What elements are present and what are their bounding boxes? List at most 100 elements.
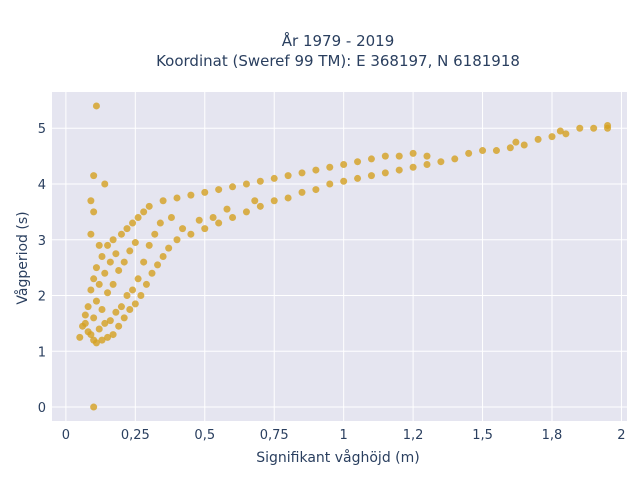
data-point xyxy=(151,230,159,238)
data-point xyxy=(284,194,292,202)
data-point xyxy=(106,317,114,325)
data-point xyxy=(242,208,250,216)
data-point xyxy=(98,305,106,313)
data-point xyxy=(251,197,259,205)
data-point xyxy=(137,292,145,300)
data-point xyxy=(84,303,92,311)
data-point xyxy=(76,333,84,341)
data-point xyxy=(140,258,148,266)
data-point xyxy=(104,289,112,297)
y-tick-label: 4 xyxy=(38,178,46,193)
data-point xyxy=(95,325,103,333)
x-tick-label: 1,5 xyxy=(472,428,493,443)
data-point xyxy=(534,135,542,143)
data-point xyxy=(326,163,334,171)
data-point xyxy=(312,166,320,174)
data-point xyxy=(134,275,142,283)
data-point xyxy=(106,258,114,266)
data-point xyxy=(101,269,109,277)
data-point xyxy=(95,241,103,249)
data-point xyxy=(90,208,98,216)
data-point xyxy=(92,264,100,272)
data-point xyxy=(423,152,431,160)
data-point xyxy=(229,213,237,221)
x-tick-label: 1,2 xyxy=(403,428,424,443)
data-point xyxy=(367,155,375,163)
data-point xyxy=(201,225,209,233)
data-point xyxy=(423,160,431,168)
data-point xyxy=(201,188,209,196)
data-point xyxy=(395,152,403,160)
data-point xyxy=(126,305,134,313)
data-point xyxy=(101,180,109,188)
data-point xyxy=(298,169,306,177)
data-point xyxy=(101,319,109,327)
chart-title-line2: Koordinat (Sweref 99 TM): E 368197, N 61… xyxy=(156,52,520,70)
data-point xyxy=(142,280,150,288)
x-axis-ticks: 0 0,25 0,5 0,75 1 1,2 1,5 1,8 2 xyxy=(62,428,626,443)
data-point xyxy=(284,172,292,180)
data-point xyxy=(173,194,181,202)
x-tick-label: 0,75 xyxy=(260,428,289,443)
data-point xyxy=(129,286,137,294)
x-tick-label: 1,8 xyxy=(542,428,563,443)
data-point xyxy=(187,191,195,199)
data-point xyxy=(87,197,95,205)
data-point xyxy=(354,158,362,166)
data-point xyxy=(156,219,164,227)
data-point xyxy=(195,216,203,224)
data-point xyxy=(256,202,264,210)
data-point xyxy=(109,280,117,288)
data-point xyxy=(437,158,445,166)
data-point xyxy=(145,202,153,210)
data-point xyxy=(209,213,217,221)
data-point xyxy=(123,292,131,300)
data-point xyxy=(109,236,117,244)
data-point xyxy=(134,213,142,221)
chart-title-line1: År 1979 - 2019 xyxy=(282,31,395,50)
data-point xyxy=(340,177,348,185)
data-point xyxy=(98,336,106,344)
data-point xyxy=(167,213,175,221)
y-tick-label: 3 xyxy=(38,234,46,249)
data-point xyxy=(159,197,167,205)
data-point xyxy=(298,188,306,196)
data-point xyxy=(173,236,181,244)
data-point xyxy=(131,239,139,247)
data-point xyxy=(81,319,89,327)
data-point xyxy=(145,241,153,249)
data-point xyxy=(98,253,106,260)
data-point xyxy=(87,331,95,339)
data-point xyxy=(409,163,417,171)
data-points xyxy=(76,102,612,411)
data-point xyxy=(159,253,167,260)
x-tick-label: 0,5 xyxy=(194,428,215,443)
y-tick-label: 1 xyxy=(38,345,46,360)
data-point xyxy=(92,339,100,347)
data-point xyxy=(367,172,375,180)
data-point xyxy=(131,300,139,308)
data-point xyxy=(354,174,362,182)
data-point xyxy=(520,141,528,149)
data-point xyxy=(90,172,98,180)
data-point xyxy=(87,230,95,238)
data-point xyxy=(115,266,123,274)
data-point xyxy=(95,280,103,288)
data-point xyxy=(215,186,223,194)
data-point xyxy=(90,314,98,322)
data-point xyxy=(112,250,120,258)
data-point xyxy=(256,177,264,185)
data-point xyxy=(312,186,320,194)
y-tick-label: 0 xyxy=(38,401,46,416)
gridlines xyxy=(52,92,627,421)
y-axis-label: Vågperiod (s) xyxy=(14,211,31,304)
data-point xyxy=(187,230,195,238)
x-tick-label: 0 xyxy=(62,428,70,443)
data-point xyxy=(409,149,417,157)
data-point xyxy=(117,303,125,311)
data-point xyxy=(112,308,120,316)
data-point xyxy=(492,147,500,155)
data-point xyxy=(590,124,598,132)
data-point xyxy=(340,160,348,168)
